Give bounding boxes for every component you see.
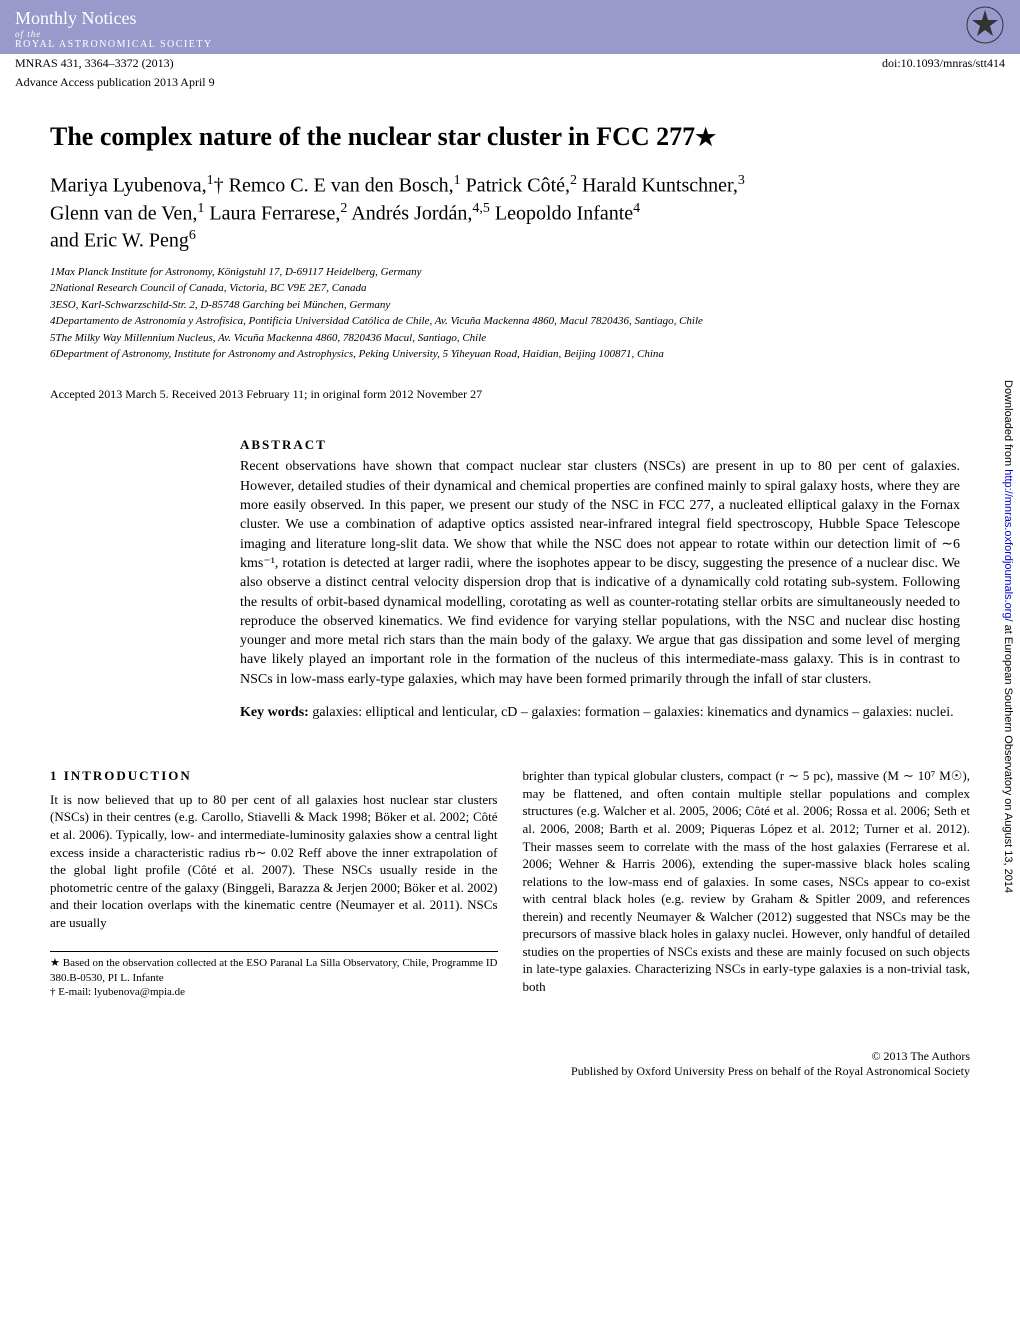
left-column: 1 INTRODUCTION It is now believed that u…	[50, 767, 498, 999]
abstract-block: ABSTRACT Recent observations have shown …	[240, 437, 960, 722]
abstract-heading: ABSTRACT	[240, 437, 960, 453]
source-link[interactable]: http://mnras.oxfordjournals.org/	[1002, 469, 1014, 621]
right-column: brighter than typical globular clusters,…	[523, 767, 971, 999]
ras-logo-icon	[965, 5, 1005, 45]
article-dates: Accepted 2013 March 5. Received 2013 Feb…	[50, 387, 970, 402]
journal-of: of the	[15, 29, 1005, 39]
footnote-dagger: † E-mail: lyubenova@mpia.de	[50, 985, 498, 999]
published-by: Published by Oxford University Press on …	[50, 1064, 970, 1079]
affiliation: 5The Milky Way Millennium Nucleus, Av. V…	[50, 331, 970, 346]
page-footer: © 2013 The Authors Published by Oxford U…	[0, 1049, 1020, 1094]
section-heading: 1 INTRODUCTION	[50, 767, 498, 785]
footnote-star: ★ Based on the observation collected at …	[50, 956, 498, 985]
citation: MNRAS 431, 3364–3372 (2013)	[15, 56, 174, 71]
body-paragraph: brighter than typical globular clusters,…	[523, 767, 971, 995]
footnotes: ★ Based on the observation collected at …	[50, 951, 498, 999]
abstract-text: Recent observations have shown that comp…	[240, 457, 960, 689]
advance-access: Advance Access publication 2013 April 9	[15, 75, 215, 90]
download-sidebar: Downloaded from http://mnras.oxfordjourn…	[1002, 380, 1014, 893]
doi: doi:10.1093/mnras/stt414	[882, 56, 1005, 71]
affiliation: 4Departamento de Astronomía y Astrofísic…	[50, 314, 970, 329]
advance-access-row: Advance Access publication 2013 April 9	[0, 73, 1020, 92]
article-title: The complex nature of the nuclear star c…	[50, 122, 970, 152]
copyright: © 2013 The Authors	[50, 1049, 970, 1064]
authors: Mariya Lyubenova,1† Remco C. E van den B…	[50, 172, 970, 255]
journal-society: ROYAL ASTRONOMICAL SOCIETY	[15, 39, 1005, 50]
affiliation: 1Max Planck Institute for Astronomy, Kön…	[50, 265, 970, 280]
body-columns: 1 INTRODUCTION It is now believed that u…	[50, 767, 970, 999]
affiliation: 3ESO, Karl-Schwarzschild-Str. 2, D-85748…	[50, 298, 970, 313]
journal-header: Monthly Notices of the ROYAL ASTRONOMICA…	[0, 0, 1020, 54]
affiliation: 6Department of Astronomy, Institute for …	[50, 347, 970, 362]
affiliations: 1Max Planck Institute for Astronomy, Kön…	[50, 265, 970, 362]
keywords: Key words: galaxies: elliptical and lent…	[240, 703, 960, 722]
affiliation: 2National Research Council of Canada, Vi…	[50, 281, 970, 296]
journal-title: Monthly Notices	[15, 8, 1005, 29]
body-paragraph: It is now believed that up to 80 per cen…	[50, 791, 498, 931]
citation-row: MNRAS 431, 3364–3372 (2013) doi:10.1093/…	[0, 54, 1020, 73]
